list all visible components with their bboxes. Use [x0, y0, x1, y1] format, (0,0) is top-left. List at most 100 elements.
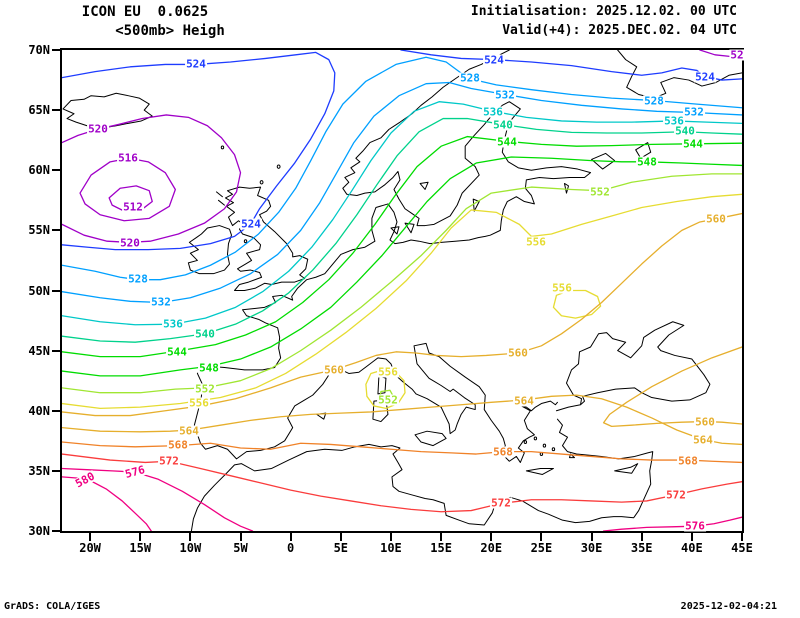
lat-tick-35N [52, 469, 61, 472]
lon-label-35E: 35E [630, 541, 653, 555]
contour-label-556-31: 556 [551, 281, 573, 295]
lake-peipus [564, 183, 568, 193]
aegean-island-3 [552, 448, 554, 451]
lat-label-45N: 45N [28, 343, 50, 358]
contour-label-552-26: 552 [194, 382, 216, 396]
contour-512 [109, 186, 152, 211]
contour-552 [62, 174, 742, 393]
contour-label-548-24: 548 [198, 361, 220, 375]
aegean-island-1 [534, 437, 536, 440]
contour-label-560-33: 560 [323, 363, 345, 377]
contour-label-544-21: 544 [166, 345, 188, 359]
contour-524-east [401, 50, 742, 80]
lon-tick-5W [239, 533, 242, 541]
lon-tick-15W [139, 533, 142, 541]
contour-label-556-32: 556 [377, 365, 399, 379]
contour-label-532-13: 532 [494, 88, 516, 102]
contour-label-528-9: 528 [127, 272, 149, 286]
lat-tick-60N [52, 169, 61, 172]
title-model-line: ICON EU 0.0625 [81, 4, 209, 20]
contour-544 [62, 137, 742, 357]
lat-tick-30N [52, 530, 61, 532]
contour-label-512-0: 512 [122, 200, 144, 214]
coast-rhodes [569, 454, 574, 458]
lat-tick-45N [52, 349, 61, 352]
coast-fyn [391, 227, 399, 234]
coast-hebrides [216, 192, 224, 205]
lat-tick-40N [52, 409, 61, 412]
lat-label-50N: 50N [28, 283, 50, 298]
contour-528 [62, 57, 742, 279]
contour-label-544-23: 544 [682, 137, 704, 151]
coast-ireland [188, 226, 231, 274]
lat-tick-65N [52, 109, 61, 112]
lon-tick-5E [339, 533, 342, 541]
lon-label-40E: 40E [681, 541, 703, 555]
contour-label-568-42: 568 [677, 454, 699, 468]
coast-turkey-levant-north-africa [191, 419, 652, 531]
shetland-islands [277, 165, 280, 168]
contour-label-564-39: 564 [692, 433, 714, 447]
coast-great-britain [225, 187, 307, 290]
lon-tick-35E [640, 533, 643, 541]
contour-label-528-11: 528 [643, 94, 665, 108]
lon-label-15W: 15W [129, 541, 152, 555]
grads-credit: GrADS: COLA/IGES [4, 601, 101, 612]
contour-label-560-35: 560 [705, 212, 727, 226]
contour-label-552-27: 552 [589, 185, 611, 199]
contour-label-536-17: 536 [663, 114, 685, 128]
lat-label-40N: 40N [28, 403, 50, 418]
lon-tick-15E [440, 533, 443, 541]
lon-label-10W: 10W [179, 541, 202, 555]
contour-label-520-2: 520 [87, 122, 109, 136]
contour-label-572-43: 572 [158, 454, 180, 468]
coast-crete [526, 468, 553, 474]
contour-532 [62, 82, 742, 302]
lat-label-30N: 30N [28, 524, 50, 538]
contour-label-568-41: 568 [492, 445, 514, 459]
coast-white-sea-kola [618, 50, 742, 98]
lon-label-15E: 15E [430, 541, 452, 555]
contour-label-532-12: 532 [150, 295, 172, 309]
lon-label-0: 0 [287, 541, 295, 555]
contour-label-552-28: 552 [377, 393, 399, 407]
lat-label-65N: 65N [28, 103, 50, 118]
lon-label-25E: 25E [530, 541, 553, 555]
lon-tick-20E [490, 533, 493, 541]
lon-tick-10W [189, 533, 192, 541]
lon-tick-20W [89, 533, 92, 541]
coast-gotland [473, 199, 479, 211]
contour-label-524-7: 524 [694, 70, 716, 84]
lat-tick-50N [52, 289, 61, 292]
lon-label-30E: 30E [580, 541, 603, 555]
coast-iceland [63, 93, 152, 128]
contour-label-516-1: 516 [117, 151, 139, 165]
contour-label-536-15: 536 [162, 317, 184, 331]
contour-576-west [62, 468, 253, 531]
lon-tick-0 [289, 533, 292, 541]
contour-label-540-20: 540 [674, 124, 696, 138]
creation-timestamp: 2025-12-02-04:21 [680, 601, 777, 612]
contour-572 [62, 454, 742, 512]
contour-label-572-44: 572 [490, 496, 512, 510]
contour-576-southeast [604, 517, 742, 531]
lon-label-10E: 10E [380, 541, 402, 555]
contour-label-572-45: 572 [665, 488, 687, 502]
contour-564 [62, 395, 742, 444]
contour-524-main [62, 52, 335, 249]
contour-540 [62, 119, 742, 343]
contour-label-568-40: 568 [167, 438, 189, 452]
contour-label-564-38: 564 [513, 394, 535, 408]
coast-zealand [405, 223, 414, 233]
contour-536 [62, 102, 742, 325]
map-frame [60, 48, 744, 533]
lat-label-55N: 55N [28, 223, 50, 238]
coast-scandinavia-baltic-west-europe [194, 50, 590, 462]
contour-568 [62, 442, 742, 462]
contour-label-560-36: 560 [694, 415, 716, 429]
contour-label-528-10: 528 [459, 71, 481, 85]
lon-tick-30E [590, 533, 593, 541]
lake-vanern [420, 182, 428, 189]
lat-label-60N: 60N [28, 163, 50, 178]
